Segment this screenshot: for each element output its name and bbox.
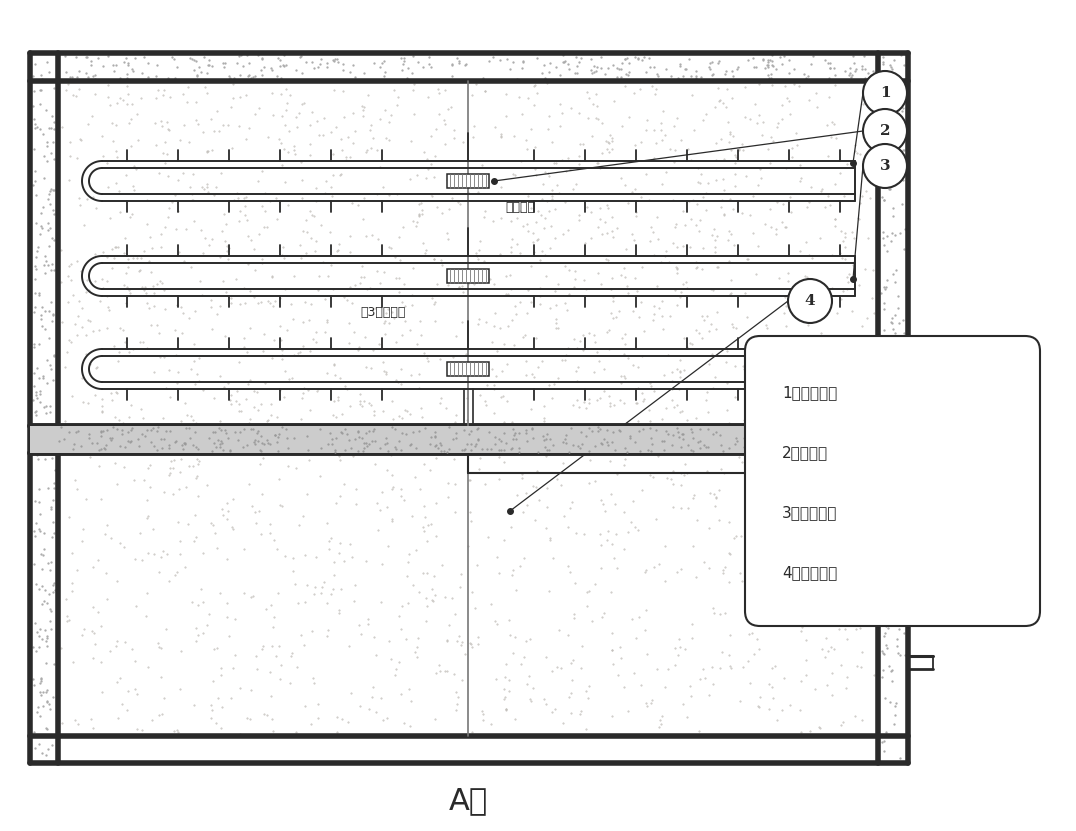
Text: 3: 3 — [880, 159, 890, 173]
Circle shape — [863, 144, 907, 188]
Bar — [824, 401, 846, 453]
FancyBboxPatch shape — [745, 336, 1040, 626]
Text: 4、设备外壳: 4、设备外壳 — [782, 566, 837, 581]
Text: 平3个絮凝器: 平3个絮凝器 — [360, 306, 406, 319]
Bar — [447, 174, 489, 188]
Circle shape — [863, 71, 907, 115]
Text: 1、絮凝管道: 1、絮凝管道 — [782, 386, 837, 401]
Text: 4: 4 — [805, 294, 816, 308]
Text: A向: A向 — [449, 786, 487, 815]
Text: 2: 2 — [880, 124, 890, 138]
Bar — [447, 269, 489, 283]
Text: 絮凝管道: 絮凝管道 — [505, 201, 535, 214]
Text: 3、管道支座: 3、管道支座 — [782, 505, 837, 520]
Text: 2、絮凝器: 2、絮凝器 — [782, 445, 829, 460]
Bar — [447, 362, 489, 376]
Text: 1: 1 — [880, 86, 890, 100]
Bar — [30, 426, 908, 453]
Circle shape — [863, 109, 907, 153]
Circle shape — [788, 279, 832, 323]
